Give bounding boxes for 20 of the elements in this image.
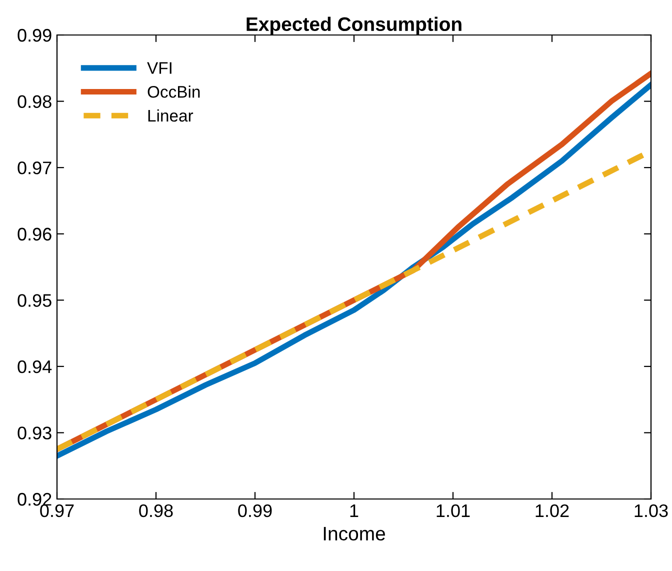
y-tick-label: 0.94 [18,360,52,374]
x-tick-label: 1.03 [634,504,668,518]
y-tick-label: 0.93 [18,426,52,440]
legend-label: VFI [147,62,172,74]
legend-label: OccBin [148,86,200,98]
x-tick-label: 1.02 [536,504,569,518]
x-tick-label: 0.98 [139,504,173,518]
x-axis-title: Income [324,526,386,541]
y-tick-label: 0.97 [18,162,52,174]
chart-title: Expected Consumption [246,16,462,35]
y-tick-label: 0.92 [18,492,52,506]
x-tick-label: 1 [350,504,358,517]
y-tick-label: 0.98 [18,95,52,108]
legend-label: Linear [148,109,194,122]
x-tick-label: 1.01 [436,504,470,518]
x-tick-label: 0.99 [238,504,272,518]
y-tick-label: 0.99 [18,28,52,42]
y-tick-label: 0.95 [18,294,52,307]
y-tick-label: 0.96 [18,228,52,241]
x-tick-label: 0.97 [40,504,74,518]
